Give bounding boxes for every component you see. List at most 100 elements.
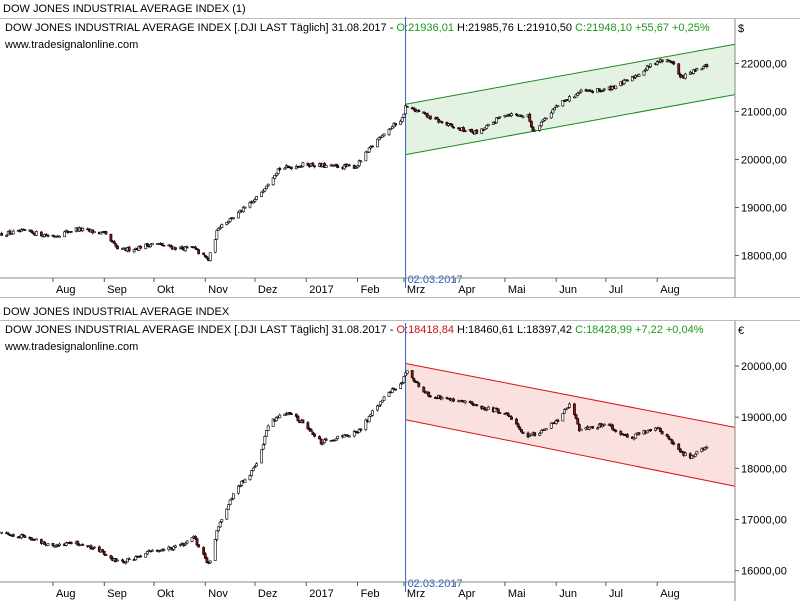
candle bbox=[336, 163, 340, 169]
candle-body-up bbox=[132, 249, 136, 253]
candle bbox=[58, 542, 61, 547]
candle bbox=[174, 544, 177, 549]
candle-body-up bbox=[273, 175, 277, 179]
y-tick-label: 21000,00 bbox=[741, 106, 787, 118]
candle-body-up bbox=[240, 480, 244, 486]
candle-body-up bbox=[92, 546, 96, 549]
candle bbox=[480, 128, 484, 134]
candle-body-down bbox=[301, 419, 305, 424]
candle-body-up bbox=[359, 160, 363, 163]
candle-body-up bbox=[404, 372, 407, 376]
candle-body-up bbox=[238, 485, 242, 487]
candle-body-up bbox=[402, 113, 406, 118]
candle-body-down bbox=[533, 432, 537, 437]
candle-body-up bbox=[364, 151, 368, 162]
candle bbox=[99, 231, 103, 235]
candle bbox=[144, 243, 148, 250]
candle bbox=[243, 206, 247, 209]
candle-body-down bbox=[587, 89, 591, 92]
candle-body-down bbox=[591, 426, 595, 429]
candle-body-down bbox=[313, 433, 316, 437]
candle bbox=[655, 60, 659, 66]
candle-body-up bbox=[228, 499, 232, 506]
candle-body-down bbox=[311, 431, 315, 436]
candle bbox=[667, 435, 671, 441]
candle bbox=[505, 114, 508, 117]
candle-body-down bbox=[470, 128, 474, 133]
candle bbox=[667, 59, 671, 62]
candle-body-down bbox=[659, 428, 662, 433]
candle-body-down bbox=[116, 245, 119, 250]
candle-body-up bbox=[228, 217, 232, 222]
candle-body-down bbox=[193, 535, 197, 539]
candle-body-down bbox=[417, 382, 421, 387]
candle-body-down bbox=[415, 381, 419, 384]
x-tick-label: Sep bbox=[107, 588, 127, 600]
candle-body-down bbox=[463, 130, 467, 133]
chart-panel-bottom[interactable]: DOW JONES INDUSTRIAL AVERAGE INDEX [.DJI… bbox=[0, 320, 800, 601]
candle bbox=[387, 391, 391, 397]
candle-body-down bbox=[197, 544, 201, 548]
candle-body-down bbox=[435, 116, 439, 120]
candle-body-up bbox=[5, 235, 9, 237]
y-tick-label: 16000,00 bbox=[741, 566, 787, 578]
candle bbox=[301, 161, 305, 168]
candle bbox=[672, 441, 676, 446]
x-tick-label: 2017 bbox=[309, 588, 333, 600]
candle bbox=[251, 467, 255, 472]
candle bbox=[521, 431, 525, 434]
candle-body-up bbox=[549, 422, 553, 429]
candle-body-down bbox=[498, 412, 502, 414]
candle bbox=[184, 541, 187, 547]
candle-body-down bbox=[318, 436, 321, 440]
candle bbox=[645, 65, 649, 72]
candle bbox=[510, 112, 513, 118]
candle-body-up bbox=[253, 466, 257, 468]
candle bbox=[402, 376, 406, 384]
candle-body-up bbox=[544, 117, 548, 120]
candle bbox=[220, 519, 224, 524]
candle-body-down bbox=[202, 547, 206, 555]
candlestick-chart-top[interactable]: 02.03.2017 $18000,00 19000,00 20000,00 21000… bbox=[0, 17, 800, 297]
candle bbox=[566, 407, 570, 409]
candle bbox=[283, 167, 287, 170]
candle-body-down bbox=[510, 416, 513, 420]
candle-body-down bbox=[180, 246, 184, 249]
candle bbox=[43, 541, 47, 546]
candle bbox=[422, 111, 426, 114]
candle-body-up bbox=[382, 396, 386, 401]
info-hlc-top: H:21985,76 L:21910,50 bbox=[453, 22, 576, 34]
candle-body-down bbox=[677, 63, 681, 75]
candle bbox=[518, 426, 522, 431]
candle-body-down bbox=[495, 407, 499, 410]
candlestick-chart-bottom[interactable]: 02.03.2017 €16000,00 17000,00 18000,00 19000… bbox=[0, 321, 800, 601]
candle-body-up bbox=[266, 183, 270, 187]
candle bbox=[452, 126, 455, 129]
candle-body-up bbox=[622, 79, 626, 84]
candle bbox=[528, 112, 532, 123]
candle bbox=[294, 413, 298, 419]
candle bbox=[321, 442, 325, 446]
info-open-top: O:21936,01 bbox=[396, 22, 454, 34]
candle bbox=[625, 433, 629, 438]
marker-date-label: 02.03.2017 bbox=[408, 578, 463, 590]
candle-body-up bbox=[190, 537, 194, 542]
candle-body-up bbox=[544, 428, 548, 431]
candle-body-down bbox=[621, 433, 624, 435]
candle bbox=[134, 555, 138, 561]
candle-body-down bbox=[563, 100, 566, 103]
candle bbox=[208, 560, 212, 565]
candle bbox=[670, 438, 674, 445]
candle bbox=[260, 449, 263, 464]
candle bbox=[538, 431, 542, 437]
candle-body-up bbox=[230, 498, 234, 501]
candle bbox=[515, 112, 518, 117]
candle-body-down bbox=[422, 111, 426, 114]
candle bbox=[577, 423, 581, 433]
candle-body-down bbox=[6, 533, 10, 535]
candle-body-up bbox=[376, 138, 379, 148]
candle bbox=[306, 420, 310, 430]
chart-panel-top[interactable]: DOW JONES INDUSTRIAL AVERAGE INDEX [.DJI… bbox=[0, 17, 800, 298]
candle bbox=[145, 242, 149, 248]
candle-body-down bbox=[139, 246, 143, 249]
